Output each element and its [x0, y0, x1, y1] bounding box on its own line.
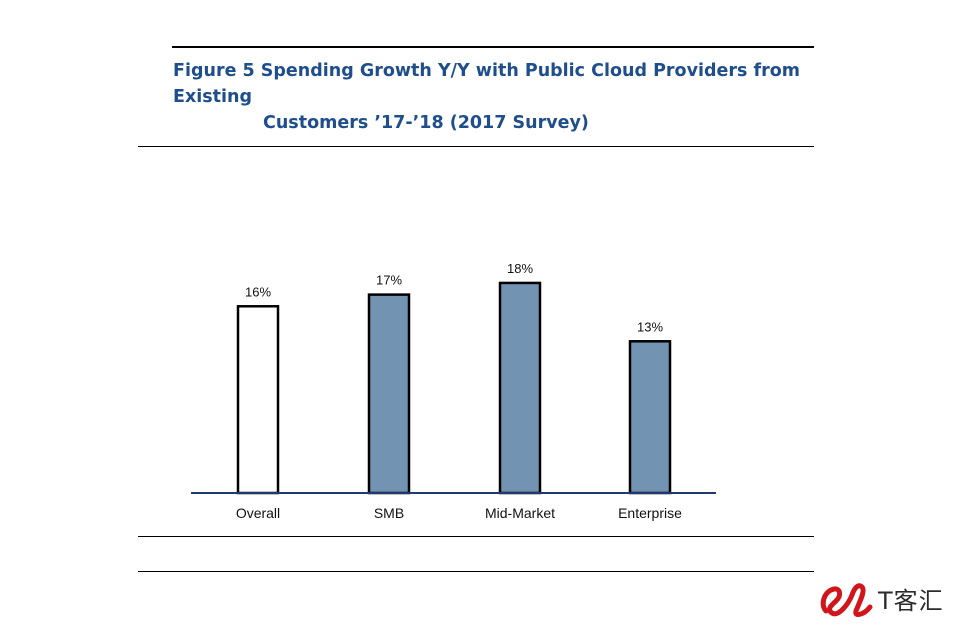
data-label-enterprise: 13% [637, 319, 663, 334]
data-label-overall: 16% [245, 284, 271, 299]
watermark: T客汇 [818, 575, 954, 621]
chart-bottom-rule [138, 536, 814, 537]
chart-title-line-2: Customers ’17-’18 (2017 Survey) [263, 113, 589, 133]
data-label-smb: 17% [376, 273, 402, 288]
chart-title-line-1: Figure 5 Spending Growth Y/Y with Public… [173, 61, 801, 107]
top-rule [172, 46, 814, 48]
category-label-mid-market: Mid-Market [485, 505, 555, 521]
watermark-logo-icon [820, 583, 873, 617]
title-bottom-rule [138, 146, 814, 147]
watermark-text: T客汇 [878, 587, 944, 615]
category-label-overall: Overall [236, 505, 280, 521]
data-label-mid-market: 18% [507, 261, 533, 276]
bar-smb [367, 293, 411, 495]
category-label-smb: SMB [374, 505, 404, 521]
category-label-enterprise: Enterprise [618, 505, 682, 521]
bar-enterprise [628, 340, 672, 495]
bar-mid-market [498, 281, 542, 495]
bar-overall [236, 305, 280, 495]
page-bottom-rule [138, 571, 814, 572]
chart-title: Figure 5 Spending Growth Y/Y with Public… [160, 58, 800, 136]
